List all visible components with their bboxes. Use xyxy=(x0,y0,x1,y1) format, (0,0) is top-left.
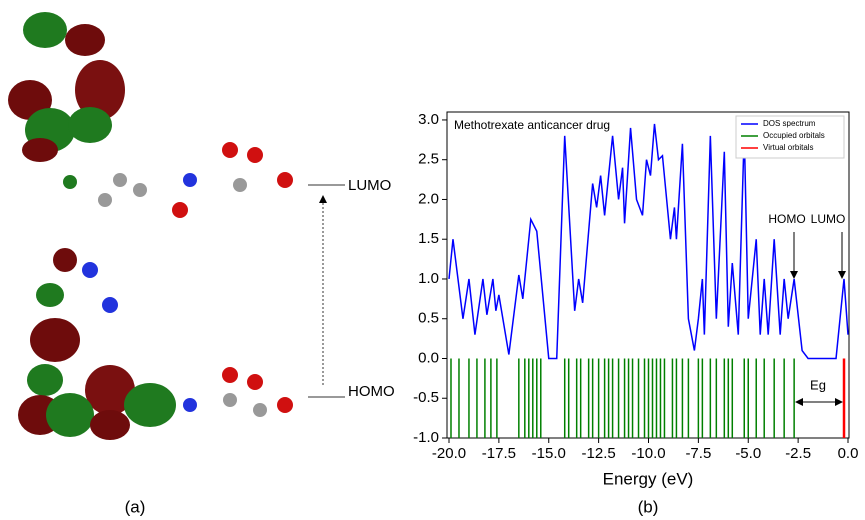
x-tick-label: -20.0 xyxy=(432,445,466,462)
molecule-homo xyxy=(18,248,293,440)
x-tick-label: -12.5 xyxy=(582,445,616,462)
y-tick-label: 0.0 xyxy=(418,349,439,366)
legend-box xyxy=(735,115,845,159)
y-tick-label: 0.5 xyxy=(418,310,439,327)
y-tick-label: 1.0 xyxy=(418,270,439,287)
panel-label: (b) xyxy=(638,497,659,516)
x-tick-label: -2.5 xyxy=(785,445,811,462)
x-tick-label: -7.5 xyxy=(685,445,711,462)
y-tick-label: -1.0 xyxy=(413,429,439,446)
legend-label: DOS spectrum xyxy=(763,119,816,128)
y-tick-label: 2.5 xyxy=(418,151,439,168)
y-tick-label: -0.5 xyxy=(413,389,439,406)
annotation: Eg xyxy=(810,377,826,392)
legend-label: Virtual orbitals xyxy=(763,143,814,152)
dos-line xyxy=(448,123,849,360)
x-tick-label: -15.0 xyxy=(532,445,566,462)
molecule-lumo xyxy=(8,12,293,218)
x-tick-label: -17.5 xyxy=(482,445,516,462)
legend-label: Occupied orbitals xyxy=(763,131,825,140)
level-label: LUMO xyxy=(348,177,391,194)
y-tick-label: 3.0 xyxy=(418,111,439,128)
x-tick-label: -5.0 xyxy=(735,445,761,462)
level-label: HOMO xyxy=(348,383,395,400)
y-tick-label: 2.0 xyxy=(418,190,439,207)
chart-title: Methotrexate anticancer drug xyxy=(454,118,610,132)
panel-label: (a) xyxy=(125,497,146,516)
annotation: LUMO xyxy=(811,212,846,226)
y-tick-label: 1.5 xyxy=(418,230,439,247)
x-axis-label: Energy (eV) xyxy=(603,469,694,488)
x-tick-label: -10.0 xyxy=(631,445,665,462)
annotation: HOMO xyxy=(768,212,805,226)
x-tick-label: 0.0 xyxy=(838,445,859,462)
